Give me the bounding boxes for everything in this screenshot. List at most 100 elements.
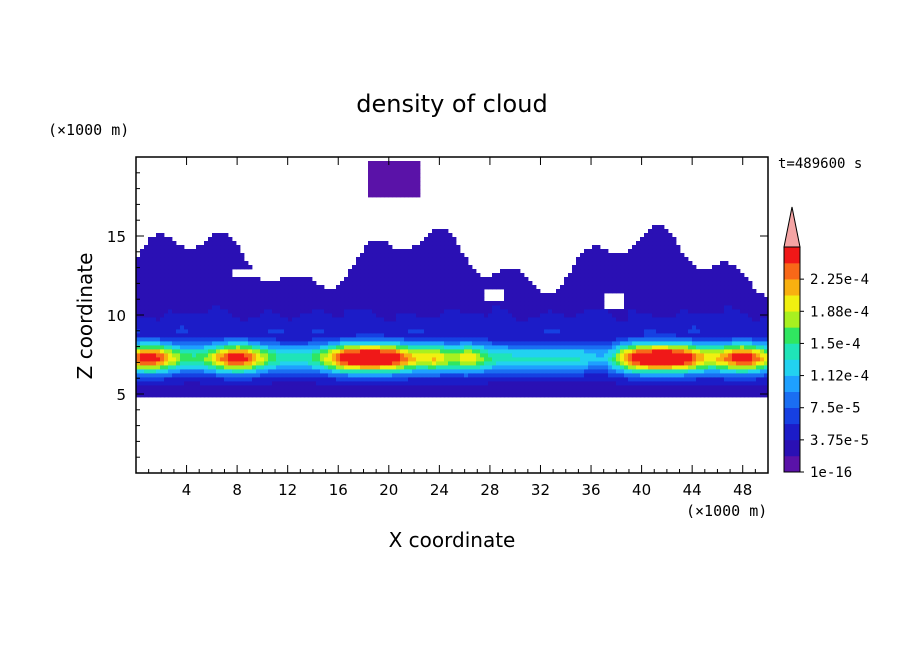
contour-cell	[748, 393, 753, 398]
contour-cell	[520, 321, 525, 326]
contour-cell	[456, 273, 461, 278]
contour-cell	[672, 365, 677, 370]
contour-cell	[664, 385, 669, 390]
contour-cell	[592, 305, 597, 310]
contour-cell	[196, 277, 201, 282]
contour-cell	[728, 361, 733, 366]
contour-cell	[452, 289, 457, 294]
contour-cell	[640, 393, 645, 398]
contour-cell	[140, 281, 145, 286]
contour-cell	[300, 325, 305, 330]
contour-cell	[284, 361, 289, 366]
contour-cell	[520, 369, 525, 374]
contour-cell	[172, 385, 177, 390]
contour-cell	[400, 369, 405, 374]
contour-cell	[612, 309, 617, 314]
contour-cell	[732, 281, 737, 286]
contour-cell	[628, 321, 633, 326]
contour-cell	[512, 333, 517, 338]
contour-cell	[260, 365, 265, 370]
contour-cell	[484, 317, 489, 322]
contour-cell	[480, 365, 485, 370]
contour-cell	[296, 293, 301, 298]
contour-cell	[364, 369, 369, 374]
contour-cell	[756, 337, 761, 342]
contour-cell	[572, 309, 577, 314]
contour-cell	[496, 285, 501, 290]
contour-cell	[612, 269, 617, 274]
contour-cell	[172, 269, 177, 274]
contour-cell	[688, 361, 693, 366]
contour-cell	[396, 329, 401, 334]
contour-cell	[564, 277, 569, 282]
contour-cell	[484, 349, 489, 354]
contour-cell	[580, 317, 585, 322]
contour-cell	[712, 309, 717, 314]
contour-cell	[640, 305, 645, 310]
contour-cell	[708, 333, 713, 338]
contour-cell	[560, 313, 565, 318]
contour-cell	[532, 329, 537, 334]
contour-cell	[520, 365, 525, 370]
contour-cell	[320, 365, 325, 370]
contour-cell	[660, 305, 665, 310]
contour-cell	[740, 369, 745, 374]
contour-cell	[388, 305, 393, 310]
contour-cell	[528, 313, 533, 318]
contour-cell	[292, 393, 297, 398]
contour-cell	[576, 265, 581, 270]
contour-cell	[308, 369, 313, 374]
contour-cell	[540, 297, 545, 302]
contour-cell	[668, 361, 673, 366]
contour-cell	[408, 381, 413, 386]
contour-cell	[516, 321, 521, 326]
contour-cell	[404, 361, 409, 366]
contour-cell	[684, 345, 689, 350]
contour-cell	[756, 313, 761, 318]
contour-cell	[276, 321, 281, 326]
contour-cell	[648, 393, 653, 398]
contour-cell	[696, 381, 701, 386]
contour-cell	[684, 329, 689, 334]
contour-cell	[216, 313, 221, 318]
contour-cell	[352, 309, 357, 314]
contour-cell	[624, 305, 629, 310]
contour-cell	[740, 357, 745, 362]
contour-cell	[432, 277, 437, 282]
contour-cell	[348, 341, 353, 346]
contour-cell	[460, 377, 465, 382]
contour-cell	[224, 341, 229, 346]
contour-cell	[220, 293, 225, 298]
contour-cell	[168, 361, 173, 366]
contour-cell	[640, 281, 645, 286]
contour-cell	[748, 309, 753, 314]
contour-cell	[760, 361, 765, 366]
contour-cell	[736, 369, 741, 374]
contour-cell	[288, 349, 293, 354]
contour-cell	[604, 281, 609, 286]
contour-cell	[592, 273, 597, 278]
contour-cell	[608, 281, 613, 286]
contour-cell	[676, 293, 681, 298]
contour-cell	[520, 285, 525, 290]
contour-cell	[244, 369, 249, 374]
contour-cell	[644, 293, 649, 298]
contour-cell	[136, 317, 141, 322]
contour-cell	[568, 361, 573, 366]
contour-cell	[704, 353, 709, 358]
contour-cell	[184, 261, 189, 266]
contour-cell	[428, 389, 433, 394]
contour-cell	[516, 269, 521, 274]
contour-cell	[448, 309, 453, 314]
contour-cell	[412, 357, 417, 362]
contour-cell	[528, 309, 533, 314]
contour-cell	[664, 349, 669, 354]
contour-cell	[408, 269, 413, 274]
contour-cell	[564, 385, 569, 390]
contour-cell	[288, 293, 293, 298]
contour-cell	[240, 373, 245, 378]
contour-cell	[192, 269, 197, 274]
contour-cell	[156, 381, 161, 386]
contour-cell	[476, 277, 481, 282]
contour-cell	[536, 305, 541, 310]
